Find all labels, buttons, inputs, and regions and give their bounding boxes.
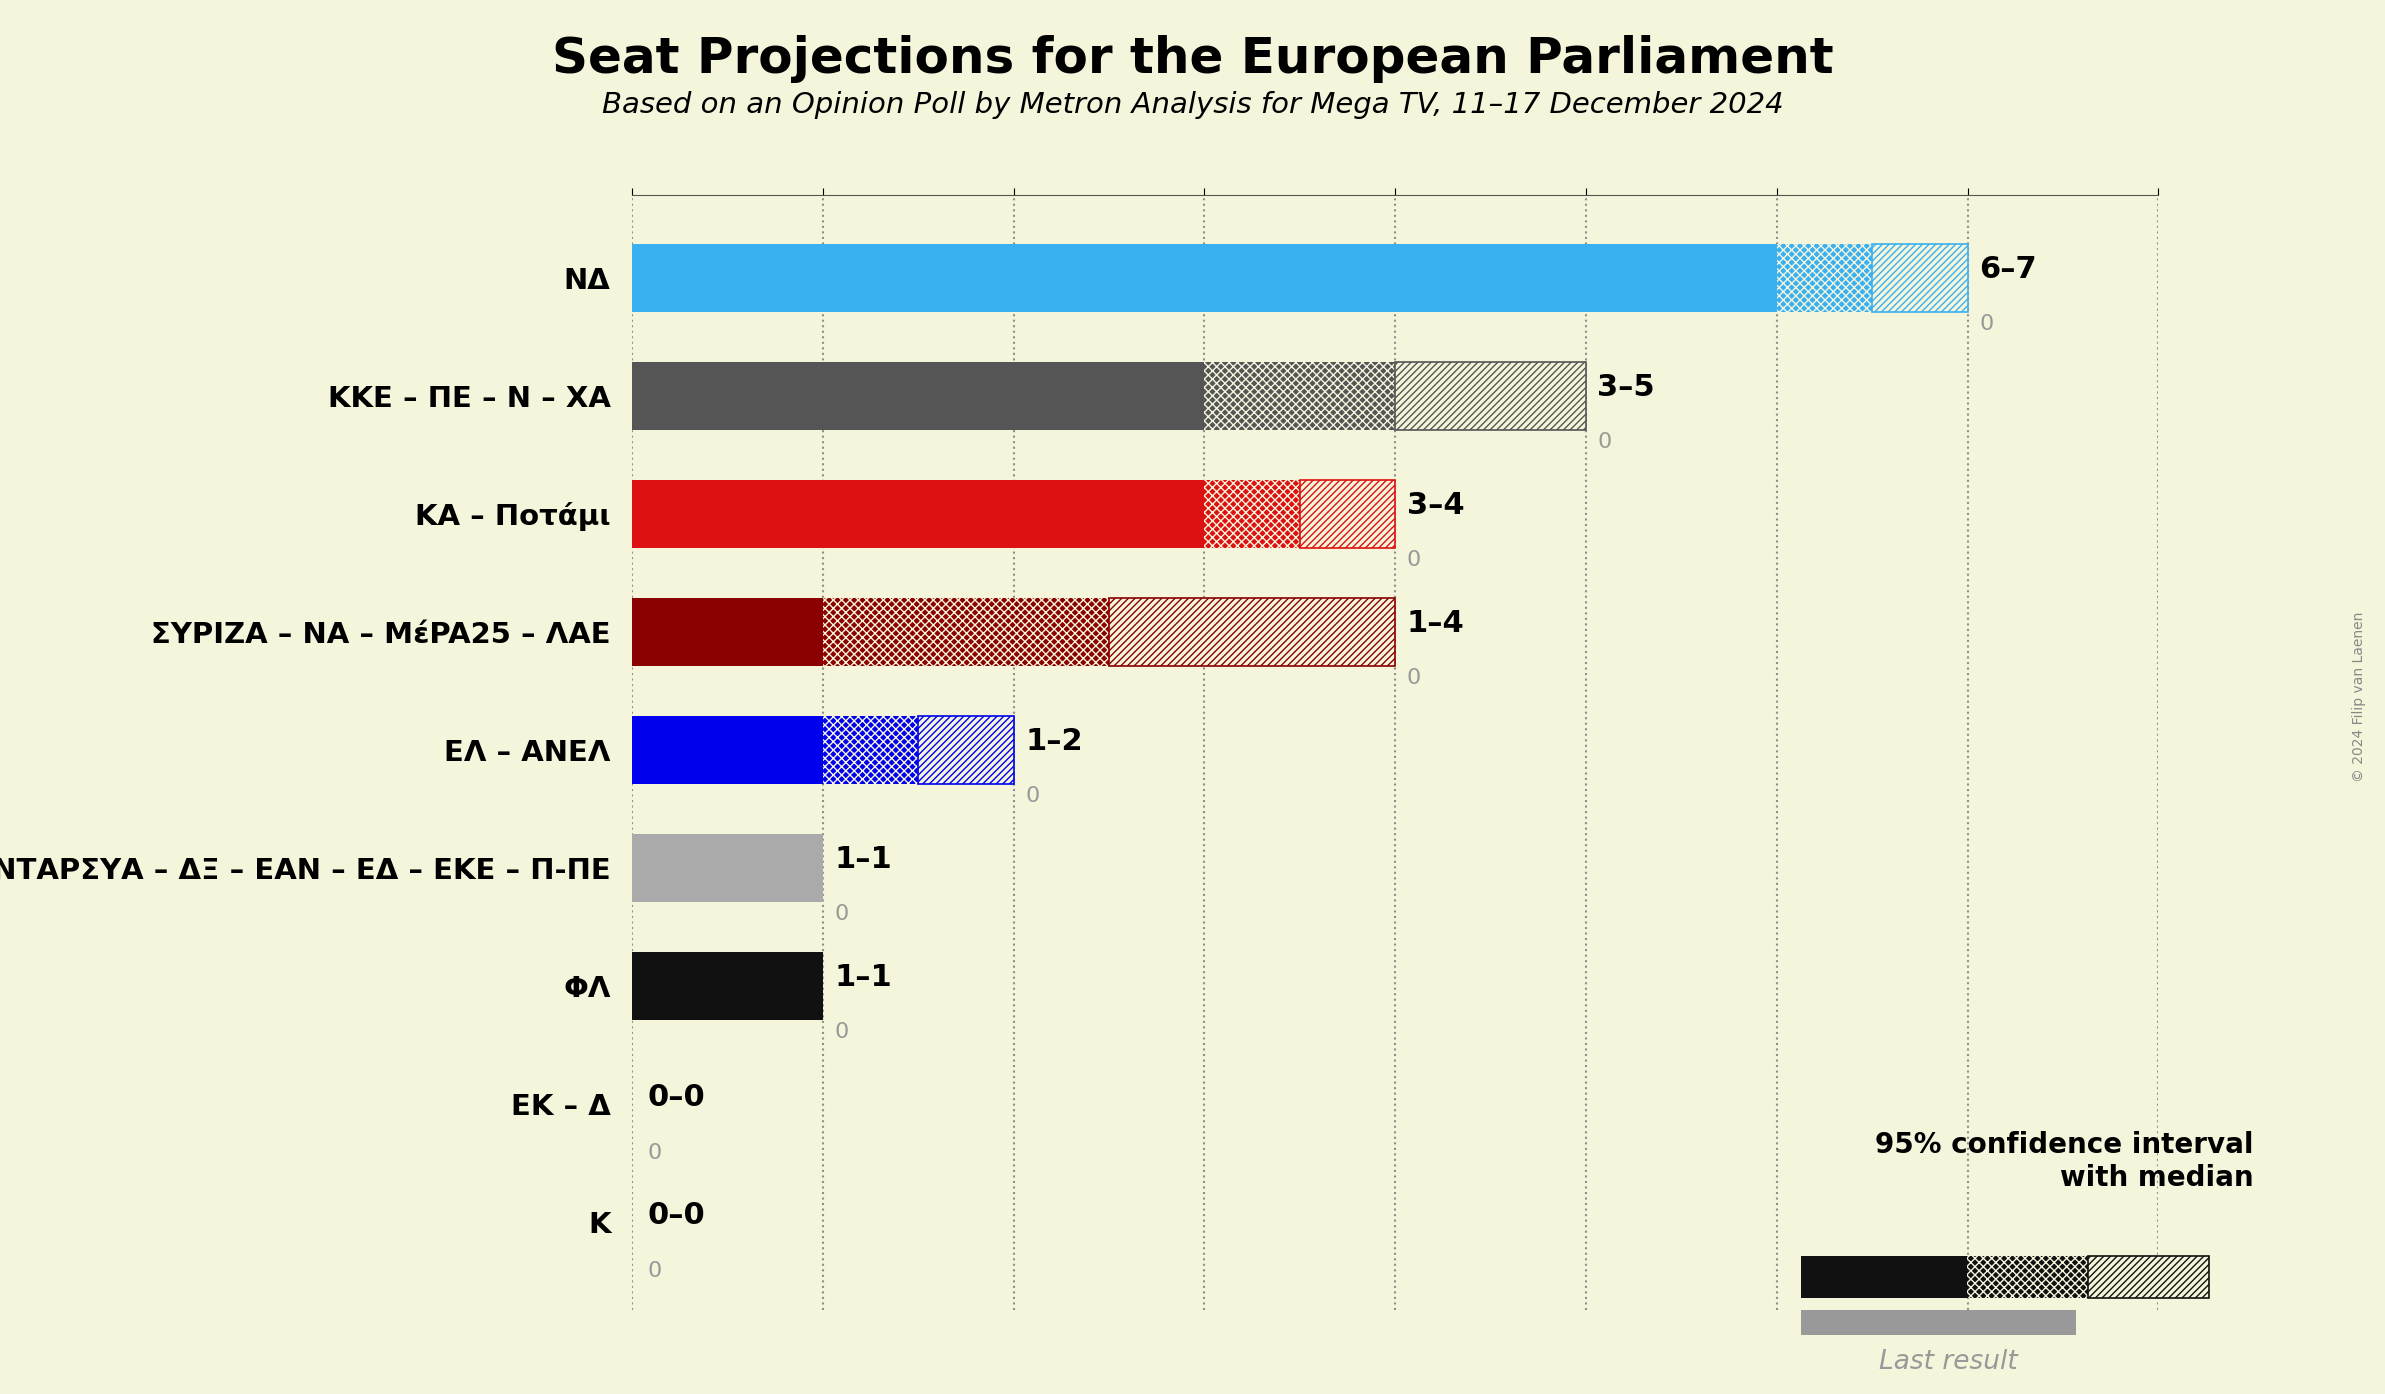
Text: Based on an Opinion Poll by Metron Analysis for Mega TV, 11–17 December 2024: Based on an Opinion Poll by Metron Analy… xyxy=(601,91,1784,118)
Text: 1–1: 1–1 xyxy=(835,845,892,874)
Text: 0: 0 xyxy=(1026,786,1040,806)
Bar xyxy=(1801,1256,1968,1298)
Bar xyxy=(632,834,823,902)
Bar xyxy=(1872,244,1968,312)
Bar xyxy=(1777,244,1872,312)
Text: 0–0: 0–0 xyxy=(646,1202,706,1231)
Text: 1–2: 1–2 xyxy=(1026,728,1083,756)
Bar xyxy=(918,715,1014,783)
Bar xyxy=(632,952,823,1020)
Bar xyxy=(1395,361,1586,429)
Bar xyxy=(632,480,1204,548)
Bar xyxy=(632,244,1777,312)
Text: 0: 0 xyxy=(1407,668,1421,687)
Bar xyxy=(1300,480,1395,548)
Text: 0: 0 xyxy=(835,903,849,924)
Bar xyxy=(1204,361,1395,429)
Text: 0: 0 xyxy=(1598,432,1612,452)
Text: © 2024 Filip van Laenen: © 2024 Filip van Laenen xyxy=(2352,612,2366,782)
Text: 0–0: 0–0 xyxy=(646,1083,706,1112)
Bar xyxy=(2087,1256,2209,1298)
Text: 0: 0 xyxy=(1407,549,1421,570)
Bar xyxy=(1872,244,1968,312)
Bar xyxy=(1395,361,1586,429)
Bar xyxy=(823,715,918,783)
Bar xyxy=(1968,1256,2087,1298)
Bar xyxy=(2087,1256,2209,1298)
Text: 0: 0 xyxy=(835,1022,849,1041)
Bar xyxy=(918,715,1014,783)
Text: Last result: Last result xyxy=(1879,1349,2018,1376)
Text: 0: 0 xyxy=(646,1143,661,1164)
Text: 3–4: 3–4 xyxy=(1407,491,1464,520)
Bar xyxy=(632,715,823,783)
Bar xyxy=(1801,1309,2075,1335)
Bar xyxy=(632,361,1204,429)
Bar xyxy=(1300,480,1395,548)
Text: 0: 0 xyxy=(646,1262,661,1281)
Bar xyxy=(1204,480,1300,548)
Bar xyxy=(1109,598,1395,666)
Bar xyxy=(1109,598,1395,666)
Text: 3–5: 3–5 xyxy=(1598,374,1655,401)
Text: 6–7: 6–7 xyxy=(1980,255,2037,284)
Text: 1–1: 1–1 xyxy=(835,963,892,993)
Text: Seat Projections for the European Parliament: Seat Projections for the European Parlia… xyxy=(551,35,1834,82)
Text: 0: 0 xyxy=(1980,314,1994,333)
Bar xyxy=(632,598,823,666)
Bar xyxy=(823,598,1109,666)
Text: 95% confidence interval
with median: 95% confidence interval with median xyxy=(1875,1132,2254,1192)
Text: 1–4: 1–4 xyxy=(1407,609,1464,638)
